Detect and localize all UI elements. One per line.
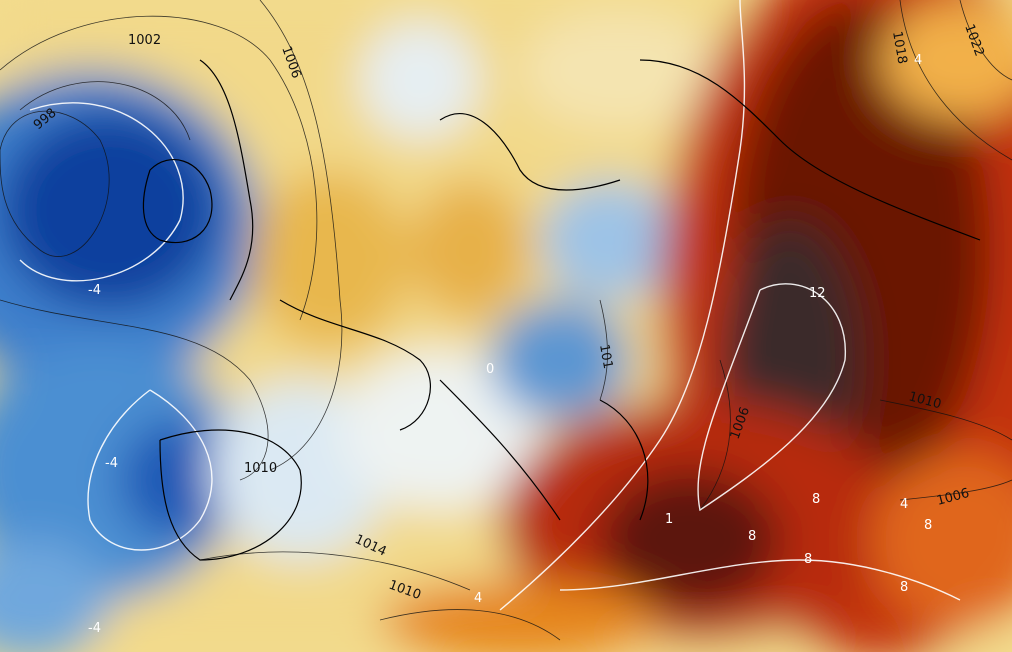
coastlines: [142, 59, 981, 561]
anomaly-label: 4: [914, 53, 922, 68]
anomaly-label: 12: [809, 286, 826, 301]
anomaly-label: 4: [474, 591, 482, 606]
anomaly-label: 0: [486, 362, 494, 377]
anomaly-label: 8: [748, 529, 756, 544]
anomaly-label: -4: [88, 283, 101, 298]
anomaly-label: 8: [900, 580, 908, 595]
anomaly-label: 8: [924, 518, 932, 533]
anomaly-label: 4: [900, 497, 908, 512]
anomaly-label: -4: [105, 456, 118, 471]
anomaly-contours: [19, 0, 961, 611]
anomaly-label: 8: [812, 492, 820, 507]
isobar-label: 1002: [128, 33, 161, 48]
isobar-label: 101: [596, 343, 615, 370]
isobar-label: 1010: [244, 461, 277, 476]
anomaly-label: 1: [665, 512, 673, 527]
anomaly-label: 8: [804, 552, 812, 567]
isobar-label: 1018: [889, 30, 910, 65]
anomaly-labels: 12 -4 -4 -4 4 4 8 8 8 8 8 4 1 0: [88, 53, 932, 636]
anomaly-label: -4: [88, 621, 101, 636]
